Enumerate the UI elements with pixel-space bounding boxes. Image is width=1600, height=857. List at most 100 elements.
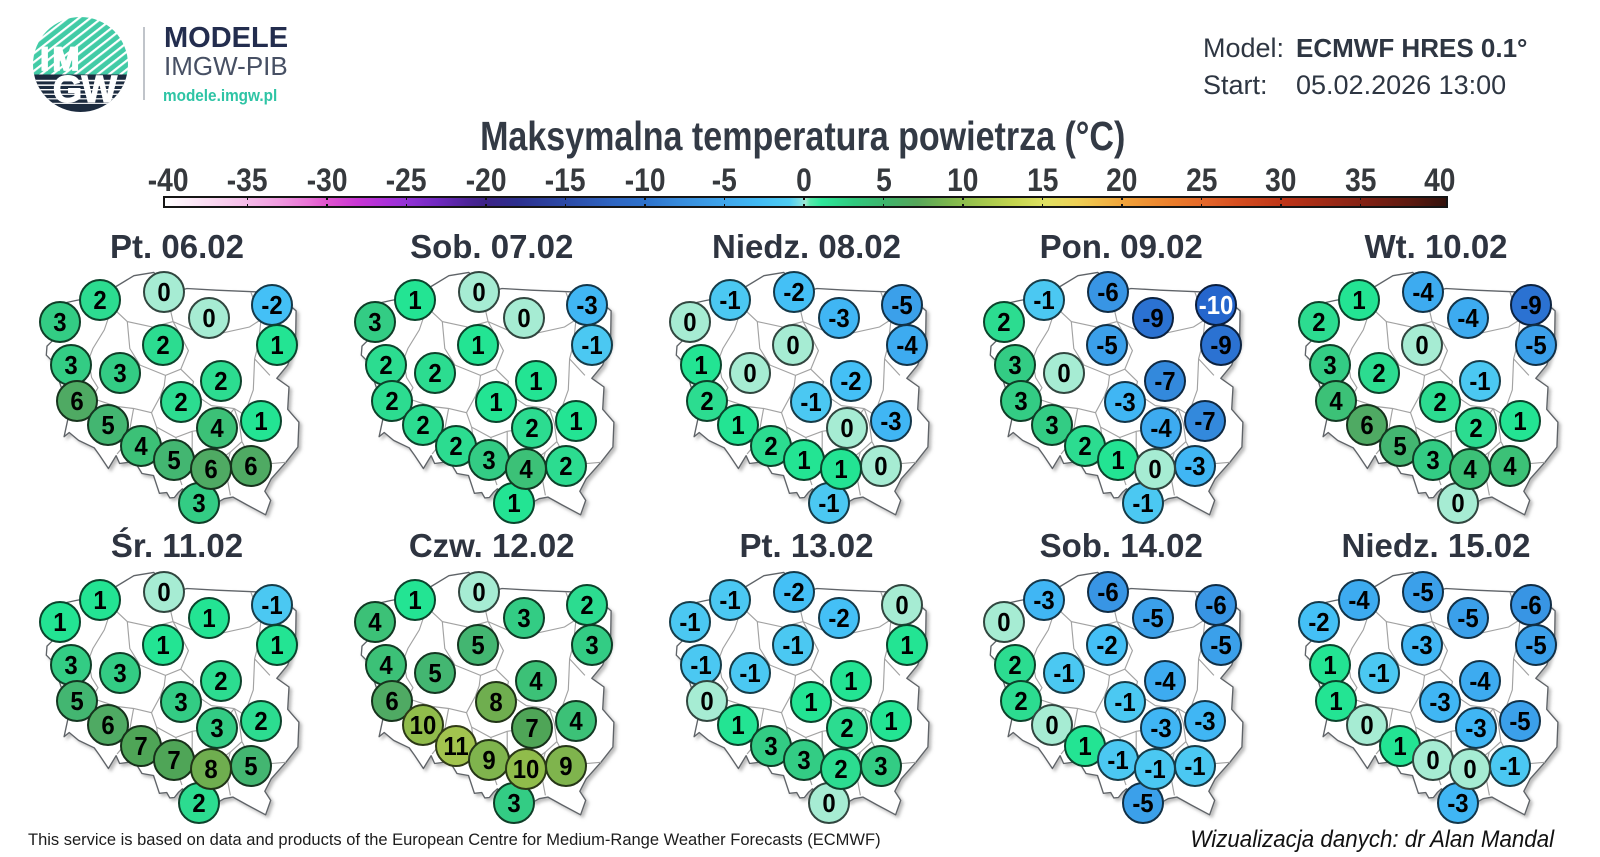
- svg-text:-2: -2: [840, 367, 861, 396]
- svg-text:IM: IM: [40, 41, 83, 77]
- svg-text:-5: -5: [891, 291, 912, 320]
- svg-text:1: 1: [797, 446, 810, 475]
- svg-text:-1: -1: [782, 631, 803, 660]
- svg-text:6: 6: [244, 452, 257, 481]
- svg-text:3: 3: [113, 659, 126, 688]
- svg-text:0: 0: [786, 331, 799, 360]
- svg-text:3: 3: [192, 489, 205, 518]
- svg-text:4: 4: [1463, 455, 1476, 484]
- svg-text:1: 1: [694, 351, 707, 380]
- svg-text:4: 4: [569, 707, 582, 736]
- svg-text:-6: -6: [1206, 591, 1227, 620]
- svg-text:0: 0: [202, 304, 215, 333]
- svg-text:2: 2: [379, 351, 392, 380]
- svg-text:2: 2: [93, 286, 106, 315]
- svg-text:4: 4: [210, 414, 223, 443]
- svg-text:2: 2: [214, 367, 227, 396]
- svg-text:0: 0: [822, 789, 835, 818]
- svg-text:3: 3: [1009, 351, 1022, 380]
- svg-text:-4: -4: [1412, 278, 1433, 307]
- svg-text:0: 0: [472, 278, 485, 307]
- svg-text:-1: -1: [818, 489, 839, 518]
- svg-text:0: 0: [1058, 359, 1071, 388]
- svg-text:-1: -1: [1115, 688, 1136, 717]
- svg-text:4: 4: [1503, 452, 1516, 481]
- svg-text:2: 2: [1079, 432, 1092, 461]
- svg-text:4: 4: [368, 608, 381, 637]
- svg-text:1: 1: [270, 331, 283, 360]
- svg-text:3: 3: [1046, 411, 1059, 440]
- svg-text:2: 2: [834, 755, 847, 784]
- svg-text:2: 2: [156, 331, 169, 360]
- svg-text:-9: -9: [1211, 331, 1232, 360]
- svg-text:4: 4: [134, 432, 147, 461]
- svg-text:3: 3: [797, 746, 810, 775]
- svg-text:2: 2: [1433, 388, 1446, 417]
- svg-text:3: 3: [764, 732, 777, 761]
- svg-text:-3: -3: [576, 291, 597, 320]
- svg-text:0: 0: [1415, 331, 1428, 360]
- svg-text:3: 3: [113, 359, 126, 388]
- svg-text:1: 1: [1513, 407, 1526, 436]
- svg-text:6: 6: [1360, 411, 1373, 440]
- svg-text:-1: -1: [1368, 659, 1389, 688]
- svg-text:6: 6: [204, 455, 217, 484]
- svg-text:1: 1: [884, 707, 897, 736]
- svg-text:3: 3: [210, 714, 223, 743]
- svg-text:1: 1: [1352, 286, 1365, 315]
- svg-text:0: 0: [157, 278, 170, 307]
- svg-text:1: 1: [254, 407, 267, 436]
- svg-text:2: 2: [174, 388, 187, 417]
- svg-text:5: 5: [101, 411, 114, 440]
- svg-text:-1: -1: [1185, 752, 1206, 781]
- svg-text:9: 9: [482, 746, 495, 775]
- svg-text:3: 3: [874, 752, 887, 781]
- svg-text:-6: -6: [1520, 591, 1541, 620]
- svg-text:1: 1: [1079, 732, 1092, 761]
- svg-text:0: 0: [1046, 711, 1059, 740]
- svg-text:5: 5: [428, 659, 441, 688]
- svg-text:8: 8: [489, 688, 502, 717]
- svg-text:2: 2: [1015, 687, 1028, 716]
- svg-text:1: 1: [529, 367, 542, 396]
- svg-text:1: 1: [156, 631, 169, 660]
- svg-text:2: 2: [1469, 414, 1482, 443]
- svg-text:1: 1: [844, 667, 857, 696]
- svg-text:-1: -1: [1499, 752, 1520, 781]
- svg-text:-5: -5: [1211, 631, 1232, 660]
- svg-text:-4: -4: [1155, 667, 1176, 696]
- svg-text:0: 0: [1463, 755, 1476, 784]
- svg-text:3: 3: [517, 604, 530, 633]
- svg-text:2: 2: [840, 714, 853, 743]
- svg-text:10: 10: [512, 755, 539, 784]
- svg-text:7: 7: [167, 746, 180, 775]
- svg-text:2: 2: [580, 591, 593, 620]
- svg-text:-3: -3: [1195, 707, 1216, 736]
- svg-text:0: 0: [895, 591, 908, 620]
- svg-text:1: 1: [1323, 651, 1336, 680]
- svg-text:-1: -1: [1108, 746, 1129, 775]
- svg-text:-3: -3: [1034, 586, 1055, 615]
- svg-text:1: 1: [834, 455, 847, 484]
- svg-text:-2: -2: [828, 604, 849, 633]
- svg-text:5: 5: [1393, 432, 1406, 461]
- svg-text:2: 2: [764, 432, 777, 461]
- svg-text:-6: -6: [1098, 578, 1119, 607]
- svg-text:3: 3: [174, 688, 187, 717]
- svg-text:2: 2: [254, 707, 267, 736]
- svg-text:10: 10: [409, 711, 436, 740]
- svg-text:2: 2: [385, 387, 398, 416]
- svg-text:-1: -1: [679, 608, 700, 637]
- svg-text:-9: -9: [1143, 304, 1164, 333]
- svg-text:-3: -3: [1465, 714, 1486, 743]
- svg-text:3: 3: [368, 308, 381, 337]
- svg-text:5: 5: [167, 446, 180, 475]
- svg-text:-1: -1: [800, 388, 821, 417]
- svg-text:-2: -2: [1308, 608, 1329, 637]
- svg-text:-2: -2: [1097, 631, 1118, 660]
- svg-text:1: 1: [569, 407, 582, 436]
- svg-text:3: 3: [507, 789, 520, 818]
- svg-text:1: 1: [1393, 732, 1406, 761]
- svg-text:4: 4: [379, 651, 392, 680]
- svg-text:-1: -1: [739, 659, 760, 688]
